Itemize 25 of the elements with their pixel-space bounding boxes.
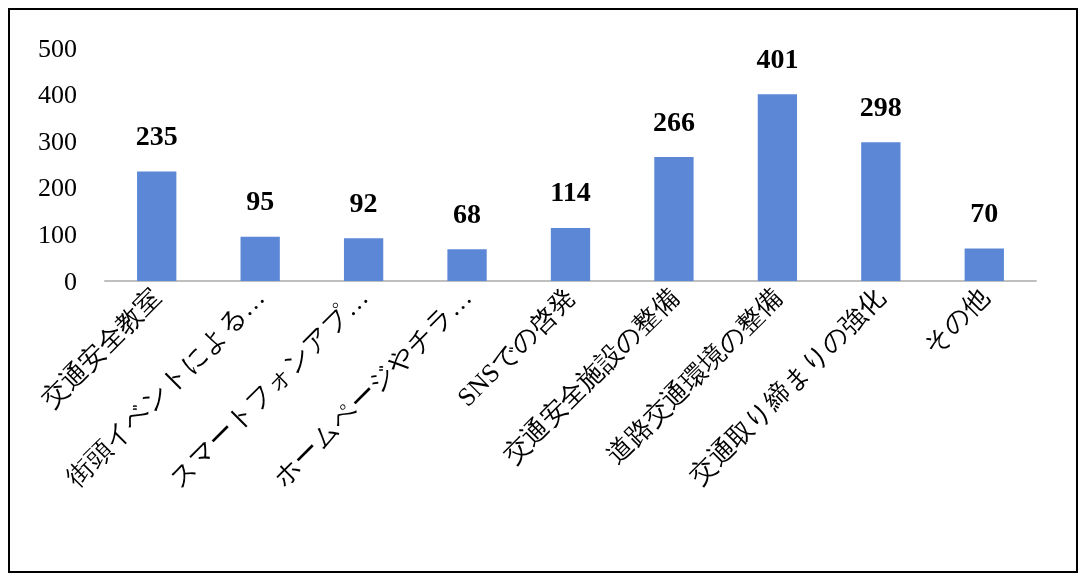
y-tick-label: 100 <box>38 219 77 249</box>
data-label: 95 <box>246 185 275 217</box>
data-label: 70 <box>970 196 999 228</box>
y-tick-label: 200 <box>38 173 77 203</box>
data-label: 68 <box>453 197 482 229</box>
bar <box>550 227 591 281</box>
y-tick-label: 500 <box>38 33 77 63</box>
data-label: 266 <box>652 105 695 137</box>
data-label: 235 <box>135 119 178 151</box>
x-tick-label: その他 <box>917 282 995 360</box>
bar <box>240 236 280 281</box>
data-label: 401 <box>756 42 799 74</box>
bar <box>654 157 694 281</box>
bar <box>343 238 384 281</box>
y-tick-label: 0 <box>64 266 77 296</box>
bar <box>137 171 177 281</box>
y-tick-label: 300 <box>38 126 77 156</box>
data-label: 92 <box>349 186 378 218</box>
bar <box>964 248 1004 281</box>
data-label: 114 <box>550 176 591 208</box>
bar <box>861 142 901 281</box>
bar <box>447 249 487 281</box>
data-label: 298 <box>859 90 902 122</box>
bar <box>757 94 798 281</box>
y-tick-label: 400 <box>38 80 77 110</box>
